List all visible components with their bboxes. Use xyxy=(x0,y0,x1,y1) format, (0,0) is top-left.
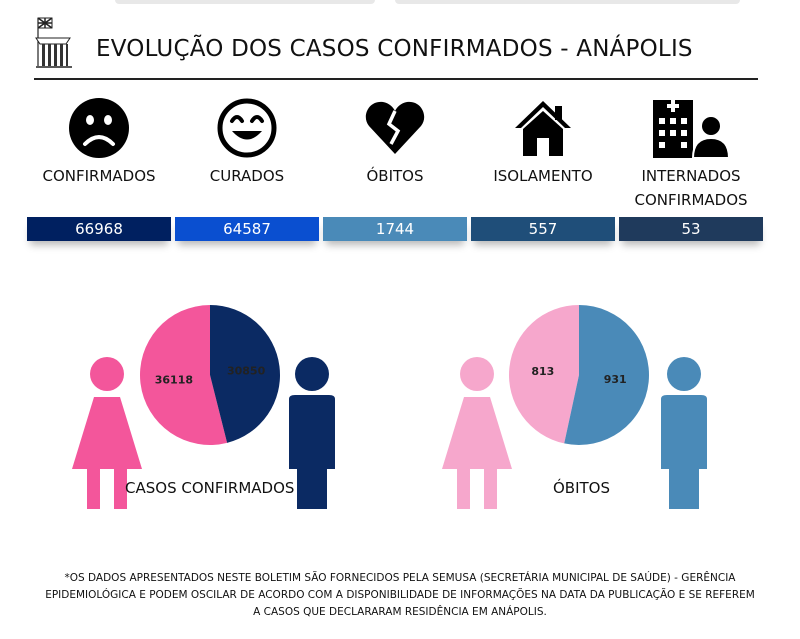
female-figure-icon xyxy=(442,357,512,509)
pie-obitos: 813 931 xyxy=(508,305,649,445)
male-figure-icon xyxy=(289,357,335,509)
smile-face-icon xyxy=(217,98,277,158)
male-figure-icon xyxy=(661,357,707,509)
stat-label: CONFIRMADOS xyxy=(42,167,156,185)
page-header: EVOLUÇÃO DOS CASOS CONFIRMADOS - ANÁPOLI… xyxy=(34,14,758,80)
pie-slice-female xyxy=(139,305,228,445)
stat-value-confirmados: 66968 xyxy=(27,217,171,241)
pie-slice-male xyxy=(564,305,649,445)
stat-value-obitos: 1744 xyxy=(323,217,467,241)
female-figure-icon xyxy=(72,357,142,509)
stat-label: CURADOS xyxy=(209,167,285,185)
stat-label: INTERNADOS CONFIRMADOS xyxy=(634,167,748,209)
top-bar-fragment xyxy=(395,0,740,4)
pie-data-label: 30850 xyxy=(227,365,266,378)
broken-heart-icon xyxy=(365,101,425,154)
stat-label: ISOLAMENTO xyxy=(493,167,593,185)
stat-value-internados: 53 xyxy=(619,217,763,241)
city-logo-icon xyxy=(35,17,72,68)
hospital-icon xyxy=(653,100,731,158)
stat-value-isolamento: 557 xyxy=(471,217,615,241)
pie-slice-male xyxy=(210,305,280,443)
pie-casos-confirmados: 36118 30850 xyxy=(139,305,280,445)
pie-slice-female xyxy=(508,305,579,444)
footer-note: *OS DADOS APRESENTADOS NESTE BOLETIM SÃO… xyxy=(45,572,755,618)
page-title: EVOLUÇÃO DOS CASOS CONFIRMADOS - ANÁPOLI… xyxy=(96,36,693,62)
pie-title: ÓBITOS xyxy=(553,479,611,497)
top-bar-fragment xyxy=(115,0,375,4)
pie-data-label: 36118 xyxy=(155,373,193,386)
sad-face-icon xyxy=(69,98,129,158)
stat-label: ÓBITOS xyxy=(366,167,424,185)
pie-data-label: 813 xyxy=(531,365,554,378)
stat-value-curados: 64587 xyxy=(175,217,319,241)
pie-title: CASOS CONFIRMADOS xyxy=(125,479,295,497)
pie-data-label: 931 xyxy=(604,373,627,386)
house-icon xyxy=(515,101,571,156)
